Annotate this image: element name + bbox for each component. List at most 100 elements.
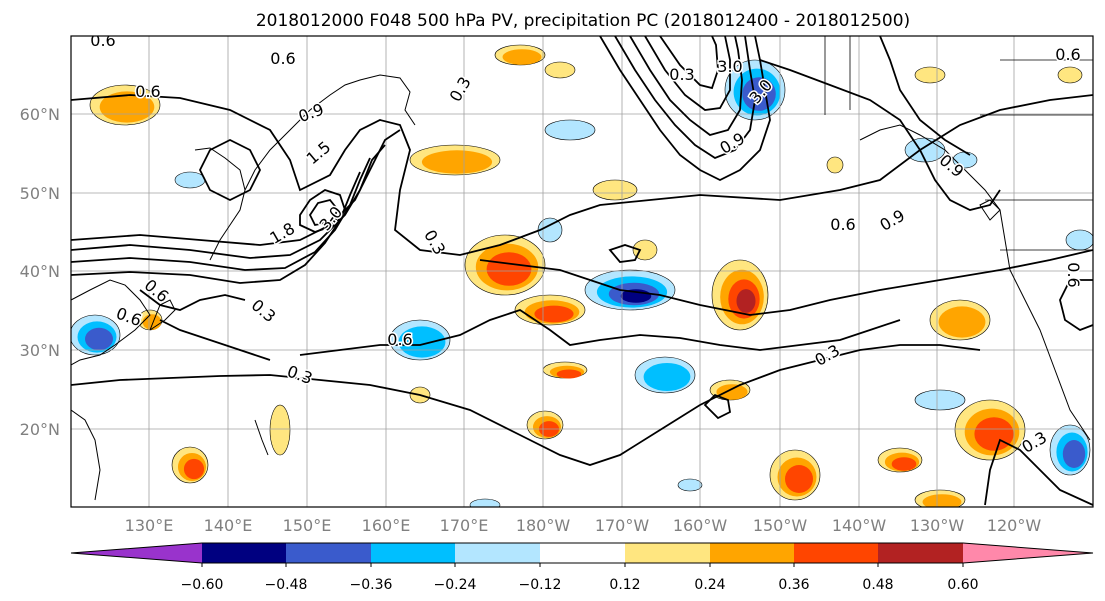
colorbar-tick-label: 0.12	[609, 577, 640, 593]
longitude-label: 170°W	[595, 516, 650, 535]
positive-precip-area	[736, 289, 756, 313]
map-panel: 0.60.60.60.91.53.00.31.8 3.00.93.00.60.60…	[70, 35, 1094, 508]
colorbar-segment	[286, 543, 371, 563]
positive-precip-area	[938, 306, 986, 338]
longitude-label: 140°W	[832, 516, 887, 535]
negative-precip-area	[914, 389, 966, 411]
map-frame	[70, 35, 1094, 508]
pv-contour	[71, 94, 1093, 256]
positive-precip-area	[891, 457, 917, 471]
colorbar-tick-label: 0.36	[778, 577, 809, 593]
positive-precip-area	[632, 239, 658, 261]
longitude-label: 140°E	[204, 516, 253, 535]
colorbar-tick-label: 0.60	[947, 577, 978, 593]
positive-precip-area	[421, 150, 493, 174]
positive-precip-area	[534, 305, 574, 323]
map-title: 2018012000 F048 500 hPa PV, precipitatio…	[256, 11, 910, 31]
longitude-label: 120°W	[987, 516, 1042, 535]
longitude-label: 160°W	[673, 516, 728, 535]
positive-precip-area	[183, 458, 205, 480]
contour-label: 0.6	[135, 82, 160, 101]
positive-precip-area	[592, 179, 638, 201]
contour-label: 0.6	[1064, 262, 1083, 287]
longitude-label: 150°W	[753, 516, 808, 535]
coastline	[71, 409, 101, 501]
colorbar-segment	[794, 543, 878, 563]
positive-precip-area	[785, 465, 813, 493]
pv-contours	[71, 36, 1093, 506]
pv-contour	[984, 438, 1093, 506]
latitude-label: 20°N	[20, 420, 60, 439]
colorbar-segment	[625, 543, 710, 563]
pv-contour	[299, 309, 901, 356]
pv-contour	[614, 36, 756, 160]
latitude-label: 60°N	[20, 105, 60, 124]
latitude-label: 30°N	[20, 341, 60, 360]
coastline	[979, 199, 1001, 221]
colorbar-tick-label: −0.48	[265, 577, 308, 593]
pv-contour	[308, 198, 340, 227]
positive-precip-area	[914, 66, 946, 84]
colorbar-segment	[71, 543, 202, 563]
pv-contour	[71, 157, 371, 271]
pv-contour	[629, 36, 743, 136]
colorbar-segment	[710, 543, 794, 563]
negative-precip-area	[643, 362, 691, 392]
pv-contour	[479, 249, 1093, 316]
coastlines	[71, 36, 1093, 501]
longitude-label: 130°E	[125, 516, 174, 535]
negative-precip-area	[1062, 440, 1086, 468]
longitude-label: 130°W	[910, 516, 965, 535]
contour-label: 3.0	[717, 57, 742, 76]
colorbar-tick-label: 0.48	[862, 577, 893, 593]
latitude-label: 40°N	[20, 262, 60, 281]
positive-precip-area	[269, 404, 291, 456]
pv-contour	[659, 36, 719, 90]
colorbar-segment	[878, 543, 963, 563]
longitude-labels: 130°E 140°E 150°E 160°E 170°E 180°W 170°W 160°W…	[125, 516, 1042, 535]
colorbar-segment	[455, 543, 540, 563]
positive-precip-area	[974, 417, 1014, 451]
colorbar-segment	[963, 543, 1093, 563]
longitude-label: 150°E	[283, 516, 332, 535]
pv-contour	[139, 289, 246, 311]
colorbar-tick-label: −0.60	[181, 577, 224, 593]
pv-contour	[599, 36, 771, 182]
colorbar-tick-label: −0.36	[350, 577, 393, 593]
colorbar-tick-label: −0.12	[519, 577, 562, 593]
positive-precip-area	[826, 156, 844, 174]
pv-contour	[703, 393, 731, 420]
positive-precip-area	[99, 91, 155, 123]
positive-precip-area	[556, 369, 582, 379]
contour-label: 0.6	[1055, 45, 1080, 64]
pv-contour	[879, 36, 971, 156]
positive-precip-area	[716, 384, 748, 400]
colorbar-segment	[202, 543, 286, 563]
pv-contour	[71, 144, 386, 259]
contour-label: 0.6	[387, 330, 412, 349]
pv-contour	[299, 189, 346, 233]
negative-precip-area	[469, 498, 501, 507]
negative-precip-area	[544, 119, 596, 141]
positive-precip-area	[486, 252, 532, 286]
coastline	[254, 419, 269, 456]
colorbar-segment	[371, 543, 455, 563]
pv-contour	[644, 36, 731, 111]
negative-precip-area	[174, 171, 206, 189]
pv-contour	[71, 344, 981, 466]
contour-label: 0.6	[830, 215, 855, 234]
positive-precip-area	[544, 61, 576, 79]
positive-precip-area	[502, 49, 542, 65]
pv-contour	[159, 319, 271, 361]
colorbar: −0.60 −0.48 −0.36 −0.24 −0.12 0.12 0.24 0.36 0.4…	[70, 542, 1094, 593]
pv-contour	[198, 138, 262, 202]
latitude-label: 50°N	[20, 184, 60, 203]
map-background	[71, 36, 1093, 507]
colorbar-segment	[540, 543, 625, 563]
negative-precip-area	[85, 327, 113, 351]
pv-contour	[608, 244, 642, 263]
positive-precip-area	[1057, 66, 1083, 84]
coastline	[71, 279, 151, 366]
negative-precip-area	[677, 478, 703, 492]
